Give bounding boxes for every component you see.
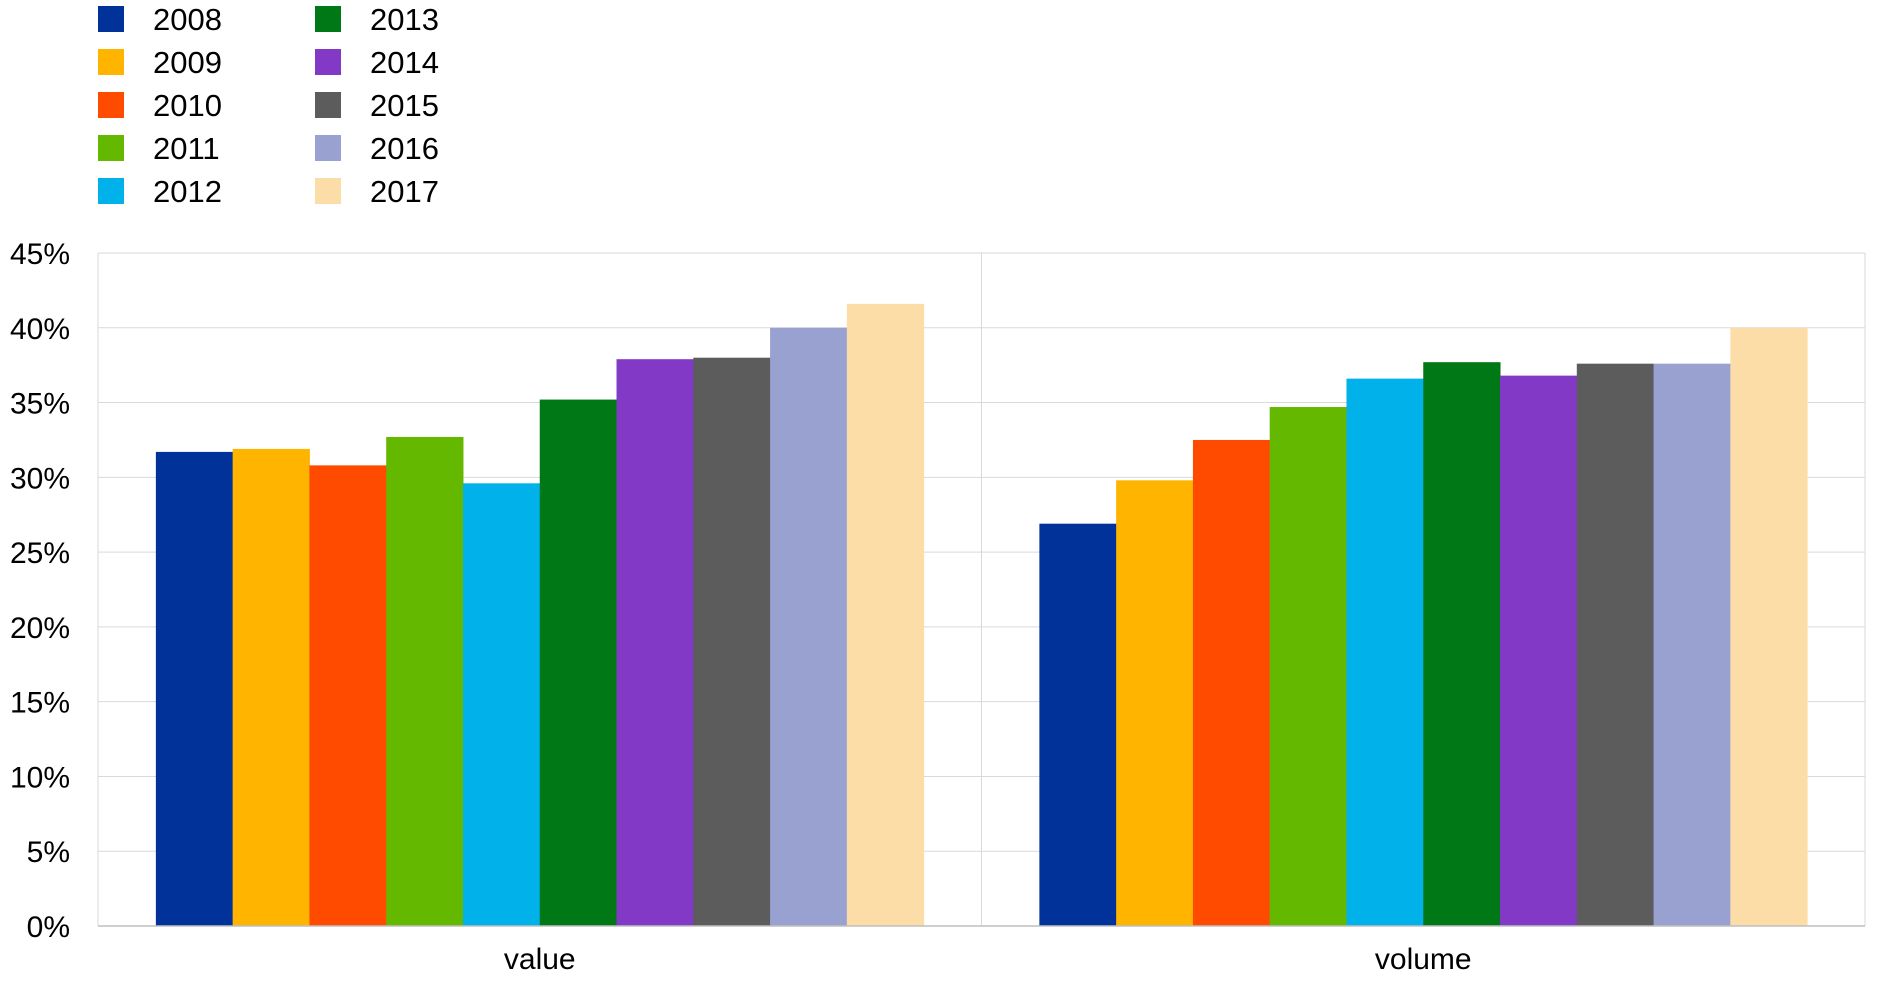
legend-label: 2013	[370, 2, 439, 37]
legend-label: 2009	[153, 45, 222, 80]
bar-volume-2012	[1346, 378, 1424, 926]
y-tick-label: 10%	[10, 761, 70, 794]
legend-label: 2012	[153, 174, 222, 209]
legend-swatch	[315, 6, 341, 32]
legend-swatch	[315, 92, 341, 118]
legend-label: 2017	[370, 174, 439, 209]
x-axis-labels: value volume	[504, 943, 1472, 976]
legend: 2008 2009 2010 2011 2012 2013 2014 2015 2016 2017	[98, 2, 439, 209]
y-tick-label: 40%	[10, 313, 70, 346]
bar-value-2011	[386, 436, 464, 926]
bar-value-2009	[232, 448, 310, 926]
legend-swatch	[98, 135, 124, 161]
bar-volume-2013	[1423, 362, 1501, 927]
x-tick-label: volume	[1375, 943, 1472, 976]
legend-label: 2016	[370, 131, 439, 166]
legend-swatch	[315, 49, 341, 75]
bar-volume-2015	[1576, 363, 1655, 926]
y-tick-label: 30%	[10, 462, 70, 495]
bar-volume-2014	[1500, 375, 1578, 926]
y-axis-ticks: 0% 5% 10% 15% 20% 25% 30% 35% 40% 45%	[10, 238, 70, 944]
bar-volume-2008	[1039, 523, 1117, 926]
legend-swatch	[98, 6, 124, 32]
legend-label: 2011	[153, 131, 220, 166]
bars	[155, 303, 1808, 927]
y-tick-label: 15%	[10, 687, 70, 720]
y-tick-label: 35%	[10, 388, 70, 421]
y-tick-label: 0%	[27, 911, 70, 944]
y-tick-label: 45%	[10, 238, 70, 271]
bar-value-2012	[462, 483, 541, 926]
legend-swatch	[315, 178, 341, 204]
legend-label: 2015	[370, 88, 439, 123]
legend-label: 2010	[153, 88, 222, 123]
bar-volume-2016	[1653, 363, 1731, 926]
bar-value-2017	[846, 303, 925, 926]
legend-swatch	[98, 49, 124, 75]
bar-volume-2011	[1269, 407, 1347, 926]
bar-volume-2010	[1192, 439, 1271, 926]
bar-volume-2017	[1730, 327, 1808, 926]
legend-swatch	[315, 135, 341, 161]
legend-label: 2008	[153, 2, 222, 37]
legend-swatch	[98, 178, 124, 204]
bar-volume-2009	[1116, 480, 1194, 926]
bar-value-2013	[539, 399, 618, 926]
legend-swatch	[98, 92, 124, 118]
bar-value-2015	[693, 357, 771, 926]
bar-value-2010	[309, 465, 387, 926]
legend-label: 2014	[370, 45, 439, 80]
y-tick-label: 5%	[27, 836, 70, 869]
bar-value-2008	[155, 451, 234, 926]
bar-value-2014	[616, 359, 694, 926]
y-tick-label: 25%	[10, 537, 70, 570]
x-tick-label: value	[504, 943, 576, 976]
y-tick-label: 20%	[10, 612, 70, 645]
bar-value-2016	[770, 327, 848, 926]
